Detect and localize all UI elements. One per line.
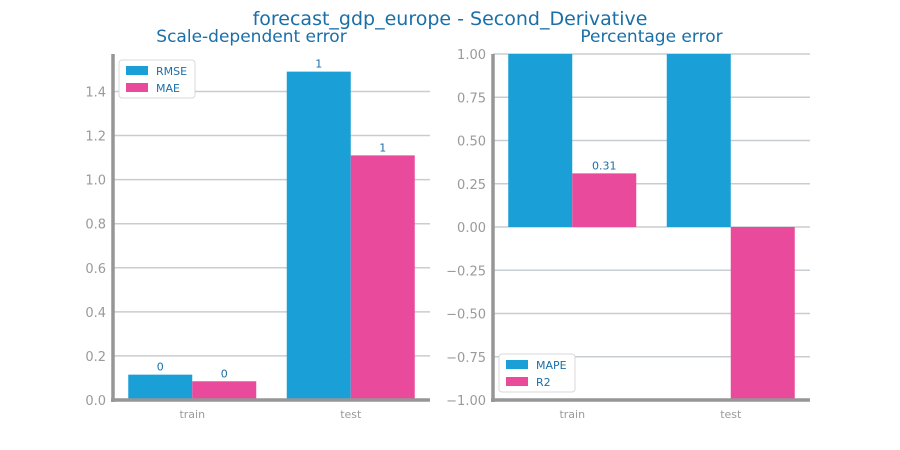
x-tick-label: train xyxy=(179,408,205,421)
x-tick-label: test xyxy=(340,408,362,421)
legend-swatch xyxy=(126,83,148,92)
y-tick-label: 0.00 xyxy=(457,221,486,236)
legend-swatch xyxy=(506,377,528,386)
legend-label: MAE xyxy=(156,82,180,95)
bar-mae-test xyxy=(350,155,415,400)
y-tick-label: 0.2 xyxy=(85,350,106,365)
x-tick-label: train xyxy=(559,408,585,421)
y-tick-label: 0.50 xyxy=(457,135,486,150)
legend-label: RMSE xyxy=(156,65,187,78)
y-tick-label: 0.4 xyxy=(85,306,106,321)
bar-r2-test xyxy=(730,227,795,400)
bar-value-label: 1 xyxy=(379,141,386,154)
bar-mape-test xyxy=(666,54,731,227)
y-tick-label: 1.00 xyxy=(457,48,486,63)
bar-r2-train xyxy=(572,173,637,227)
chart-title: Percentage error xyxy=(580,27,722,47)
bar-mae-train xyxy=(192,381,257,400)
y-tick-label: 0.25 xyxy=(457,178,486,193)
chart-percentage-error: −1.00 −0.75 −0.50 −0.25 0.00 0.25 0.50 0.75 1.00… xyxy=(446,27,810,421)
y-tick-label: −0.25 xyxy=(446,264,486,279)
y-tick-label: 0.8 xyxy=(85,218,106,233)
bar-value-label: 0 xyxy=(157,361,164,374)
y-tick-label: 0.6 xyxy=(85,262,106,277)
chart-scale-dependent-error: 0.0 0.2 0.4 0.6 0.8 1.0 1.2 1.4 Scale-dependent … xyxy=(85,27,430,421)
figure-title: forecast_gdp_europe - Second_Derivative xyxy=(253,8,648,30)
y-tick-label: −0.50 xyxy=(446,308,486,323)
bar-mape-train xyxy=(508,54,573,227)
bar-value-label: 1 xyxy=(315,58,322,71)
bar-rmse-train xyxy=(128,374,193,400)
bar-rmse-test xyxy=(286,71,351,401)
legend-label: R2 xyxy=(536,376,551,389)
y-tick-label: 0.0 xyxy=(85,394,106,409)
y-tick-label: −1.00 xyxy=(446,394,486,409)
y-tick-label: 0.75 xyxy=(457,91,486,106)
legend-swatch xyxy=(506,360,528,369)
y-tick-label: −0.75 xyxy=(446,351,486,366)
x-tick-label: test xyxy=(720,408,742,421)
legend-label: MAPE xyxy=(536,359,567,372)
chart-title: Scale-dependent error xyxy=(156,27,346,47)
y-tick-label: 1.2 xyxy=(85,130,106,145)
bar-value-label: 0.31 xyxy=(592,159,617,172)
legend-swatch xyxy=(126,66,148,75)
y-tick-label: 1.0 xyxy=(85,174,106,189)
bar-value-label: 0 xyxy=(221,367,228,380)
y-tick-label: 1.4 xyxy=(85,85,106,100)
